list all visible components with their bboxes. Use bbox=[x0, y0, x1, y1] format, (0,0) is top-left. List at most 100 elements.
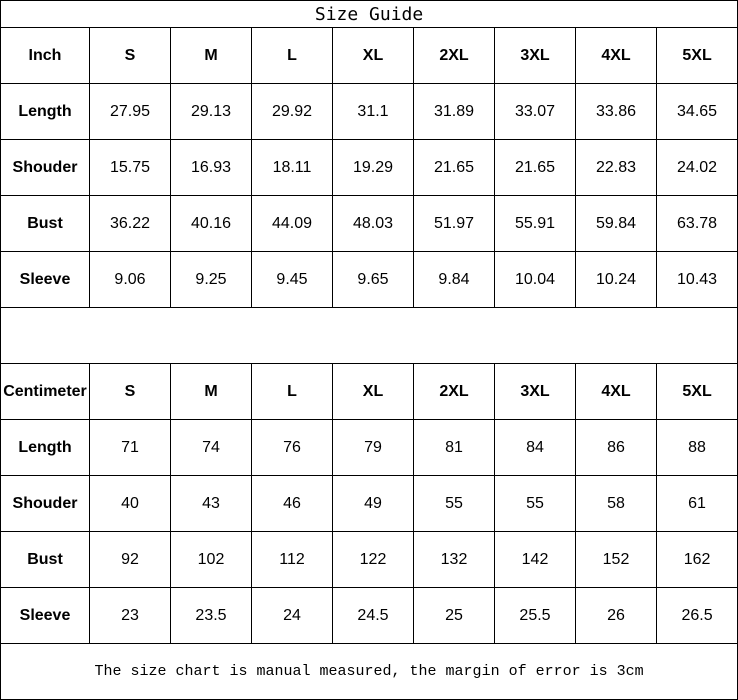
table-cell: 24 bbox=[251, 587, 333, 644]
size-header: L bbox=[251, 363, 333, 420]
table-cell: 22.83 bbox=[575, 139, 657, 196]
size-header: 2XL bbox=[413, 363, 495, 420]
table-cell: 92 bbox=[89, 531, 171, 588]
table-cell: 9.45 bbox=[251, 251, 333, 308]
table-cell: 18.11 bbox=[251, 139, 333, 196]
unit-label: Inch bbox=[0, 27, 90, 84]
size-header: 5XL bbox=[655, 363, 738, 420]
table-cell: 16.93 bbox=[170, 139, 252, 196]
table-cell: 40 bbox=[89, 475, 171, 532]
table-cell: 55 bbox=[494, 475, 576, 532]
table-cell: 24.02 bbox=[655, 139, 738, 196]
table-cell: 33.07 bbox=[494, 83, 576, 140]
table-cell: 81 bbox=[413, 419, 495, 476]
size-header: M bbox=[170, 363, 252, 420]
unit-label: Centimeter bbox=[0, 363, 90, 420]
table-cell: 25 bbox=[413, 587, 495, 644]
table-cell: 29.92 bbox=[251, 83, 333, 140]
table-cell: 26.5 bbox=[655, 587, 738, 644]
footnote: The size chart is manual measured, the m… bbox=[0, 643, 738, 700]
table-cell: 84 bbox=[494, 419, 576, 476]
measurement-label: Shouder bbox=[0, 475, 90, 532]
size-header: 4XL bbox=[575, 363, 657, 420]
table-cell: 142 bbox=[494, 531, 576, 588]
table-cell: 122 bbox=[332, 531, 414, 588]
table-row: Length 71 74 76 79 81 84 86 88 bbox=[0, 419, 738, 476]
spacer-row bbox=[0, 307, 738, 364]
size-header: L bbox=[251, 27, 333, 84]
table-cell: 71 bbox=[89, 419, 171, 476]
table-cell: 46 bbox=[251, 475, 333, 532]
table-cell: 9.06 bbox=[89, 251, 171, 308]
table-cell: 74 bbox=[170, 419, 252, 476]
table-row: Sleeve 23 23.5 24 24.5 25 25.5 26 26.5 bbox=[0, 587, 738, 644]
cm-header-row: Centimeter S M L XL 2XL 3XL 4XL 5XL bbox=[0, 363, 738, 420]
table-cell: 10.04 bbox=[494, 251, 576, 308]
table-cell: 79 bbox=[332, 419, 414, 476]
table-cell: 59.84 bbox=[575, 195, 657, 252]
table-row: Shouder 15.75 16.93 18.11 19.29 21.65 21.65 22.… bbox=[0, 139, 738, 196]
table-cell: 29.13 bbox=[170, 83, 252, 140]
table-row: Shouder 40 43 46 49 55 55 58 61 bbox=[0, 475, 738, 532]
table-cell: 43 bbox=[170, 475, 252, 532]
measurement-label: Shouder bbox=[0, 139, 90, 196]
empty-spacer bbox=[0, 307, 738, 364]
table-cell: 9.65 bbox=[332, 251, 414, 308]
table-cell: 23.5 bbox=[170, 587, 252, 644]
table-cell: 76 bbox=[251, 419, 333, 476]
table-row: Length 27.95 29.13 29.92 31.1 31.89 33.07 33.86… bbox=[0, 83, 738, 140]
size-header: 5XL bbox=[655, 27, 738, 84]
size-header: 4XL bbox=[575, 27, 657, 84]
table-cell: 55.91 bbox=[494, 195, 576, 252]
table-cell: 27.95 bbox=[89, 83, 171, 140]
page-title: Size Guide bbox=[0, 0, 738, 28]
title-row: Size Guide bbox=[0, 0, 738, 28]
measurement-label: Length bbox=[0, 83, 90, 140]
measurement-label: Sleeve bbox=[0, 251, 90, 308]
table-cell: 162 bbox=[655, 531, 738, 588]
measurement-label: Bust bbox=[0, 531, 90, 588]
size-header: M bbox=[170, 27, 252, 84]
table-cell: 10.24 bbox=[575, 251, 657, 308]
table-row: Bust 92 102 112 122 132 142 152 162 bbox=[0, 531, 738, 588]
table-cell: 21.65 bbox=[494, 139, 576, 196]
table-row: Sleeve 9.06 9.25 9.45 9.65 9.84 10.04 10.24 10.4… bbox=[0, 251, 738, 308]
table-cell: 24.5 bbox=[332, 587, 414, 644]
table-cell: 61 bbox=[655, 475, 738, 532]
note-row: The size chart is manual measured, the m… bbox=[0, 643, 738, 700]
size-header: 3XL bbox=[494, 27, 576, 84]
table-cell: 51.97 bbox=[413, 195, 495, 252]
table-cell: 112 bbox=[251, 531, 333, 588]
table-cell: 10.43 bbox=[655, 251, 738, 308]
size-header: XL bbox=[332, 27, 414, 84]
table-cell: 152 bbox=[575, 531, 657, 588]
table-cell: 25.5 bbox=[494, 587, 576, 644]
size-header: 3XL bbox=[494, 363, 576, 420]
size-header: 2XL bbox=[413, 27, 495, 84]
table-row: Bust 36.22 40.16 44.09 48.03 51.97 55.91 59.84 6… bbox=[0, 195, 738, 252]
table-cell: 88 bbox=[655, 419, 738, 476]
table-cell: 49 bbox=[332, 475, 414, 532]
size-header: S bbox=[89, 27, 171, 84]
table-cell: 23 bbox=[89, 587, 171, 644]
table-cell: 44.09 bbox=[251, 195, 333, 252]
table-cell: 63.78 bbox=[655, 195, 738, 252]
table-cell: 55 bbox=[413, 475, 495, 532]
inch-header-row: Inch S M L XL 2XL 3XL 4XL 5XL bbox=[0, 27, 738, 84]
size-header: S bbox=[89, 363, 171, 420]
measurement-label: Length bbox=[0, 419, 90, 476]
table-cell: 26 bbox=[575, 587, 657, 644]
table-cell: 86 bbox=[575, 419, 657, 476]
table-cell: 40.16 bbox=[170, 195, 252, 252]
table-cell: 31.89 bbox=[413, 83, 495, 140]
table-cell: 31.1 bbox=[332, 83, 414, 140]
table-cell: 102 bbox=[170, 531, 252, 588]
table-cell: 34.65 bbox=[655, 83, 738, 140]
table-cell: 9.25 bbox=[170, 251, 252, 308]
table-cell: 19.29 bbox=[332, 139, 414, 196]
measurement-label: Bust bbox=[0, 195, 90, 252]
size-header: XL bbox=[332, 363, 414, 420]
table-cell: 58 bbox=[575, 475, 657, 532]
table-cell: 9.84 bbox=[413, 251, 495, 308]
